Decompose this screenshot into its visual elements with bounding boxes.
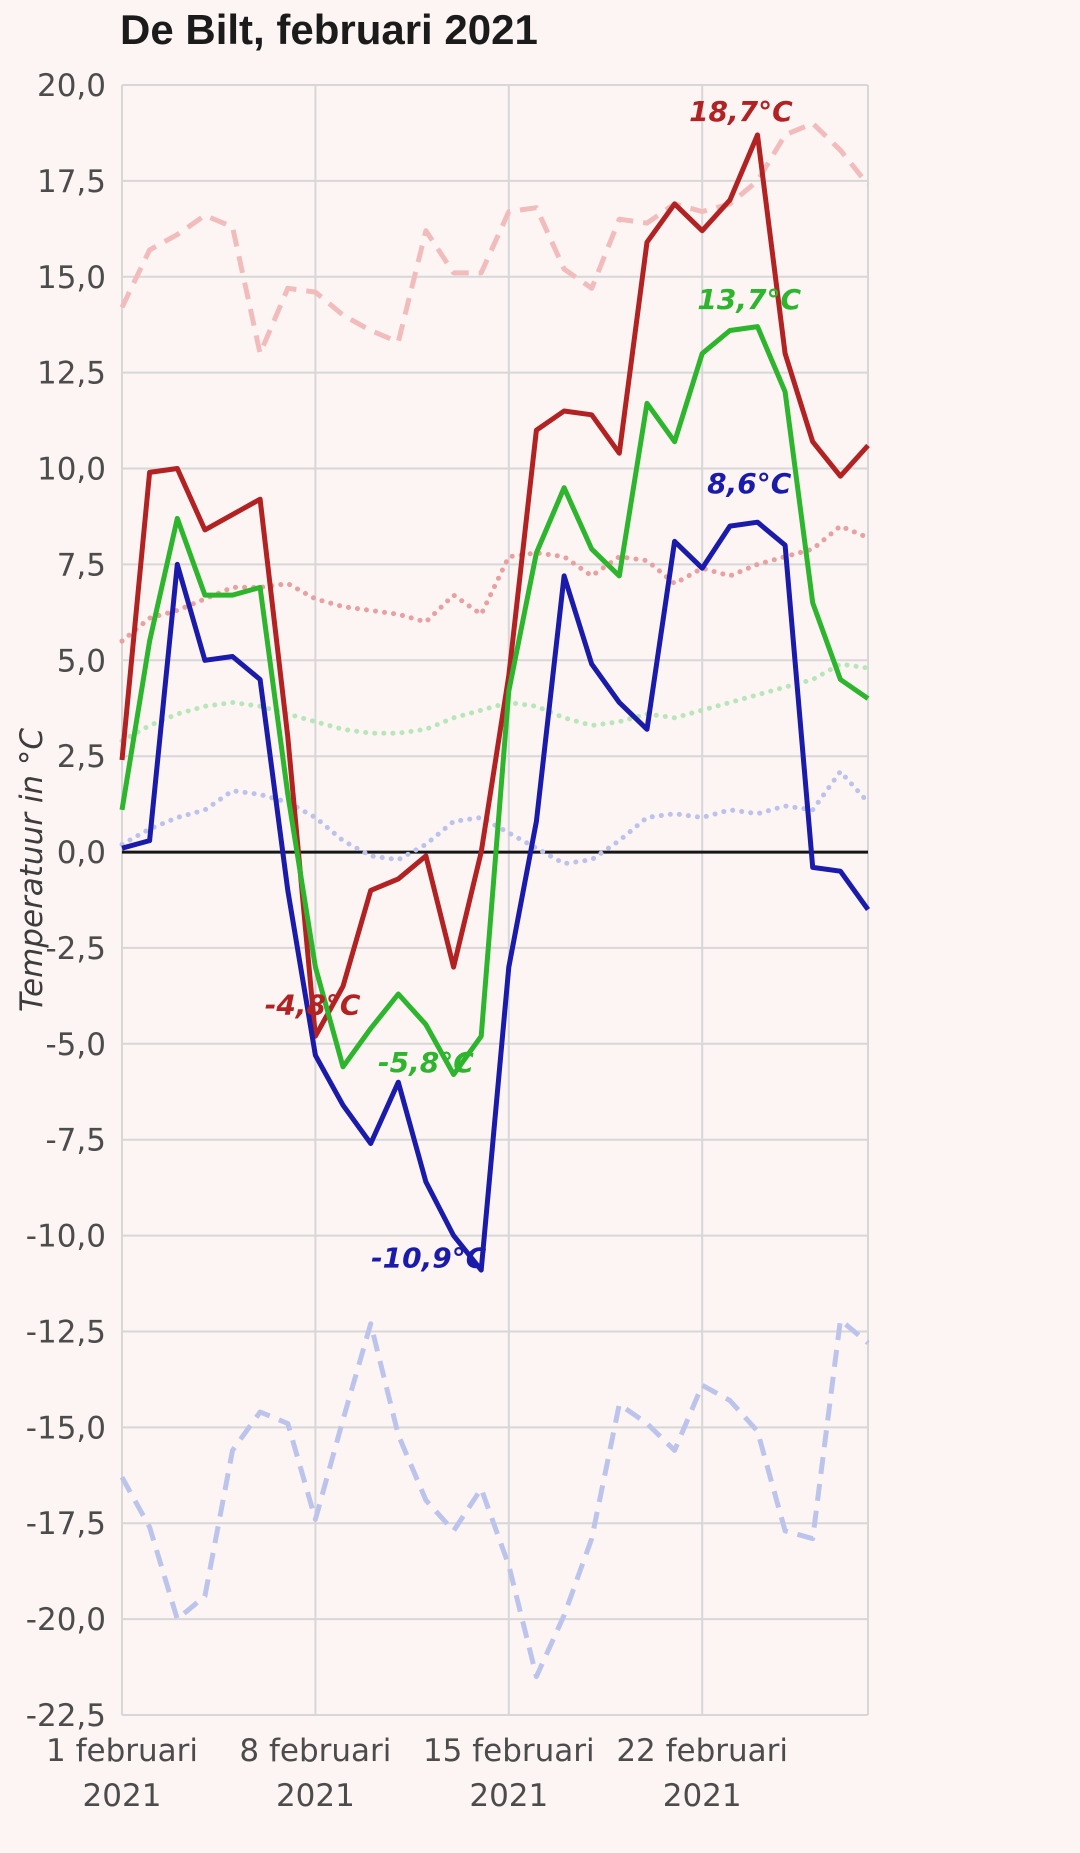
gridlines — [121, 84, 869, 1716]
y-tick-label: 15,0 — [37, 260, 106, 296]
series-max — [119, 132, 870, 1039]
y-tick-label: -15,0 — [26, 1410, 106, 1446]
value-annotation: 13,7°C — [697, 283, 801, 316]
series-normal_max — [119, 523, 871, 644]
series-normal_min — [119, 769, 871, 867]
x-tick-label-line2: 2021 — [276, 1778, 355, 1814]
value-annotation: 18,7°C — [689, 95, 793, 128]
y-axis-title: Temperatuur in °C — [14, 727, 50, 1013]
y-tick-label: -10,0 — [26, 1219, 106, 1255]
y-tick-label: -2,5 — [46, 931, 107, 967]
value-annotations: 18,7°C 13,7°C 8,6°C -4,8°C -5,8°C -10,9°C — [265, 95, 802, 1275]
series-mean — [119, 324, 870, 1077]
y-tick-label: 12,5 — [37, 356, 106, 392]
series-min — [121, 519, 871, 1273]
y-tick-label: -12,5 — [26, 1315, 106, 1351]
x-tick-label-line1: 15 februari — [423, 1733, 595, 1769]
y-tick-label: 2,5 — [57, 739, 106, 775]
y-tick-label: 5,0 — [57, 643, 106, 679]
y-tick-label: 10,0 — [37, 452, 106, 488]
value-annotation: 8,6°C — [707, 467, 792, 500]
value-annotation: -4,8°C — [265, 989, 361, 1022]
x-tick-label-line2: 2021 — [469, 1778, 548, 1814]
x-tick-label-line2: 2021 — [663, 1778, 742, 1814]
value-annotation: -10,9°C — [371, 1242, 487, 1275]
y-tick-label: 20,0 — [37, 68, 106, 104]
series-normal_mean — [119, 661, 871, 744]
series-record_max — [119, 120, 870, 356]
chart-title: De Bilt, februari 2021 — [120, 6, 538, 53]
x-tick-label-line2: 2021 — [83, 1778, 162, 1814]
x-tick-label-line1: 1 februari — [46, 1733, 198, 1769]
y-tick-label: -7,5 — [46, 1123, 107, 1159]
axis-tick-labels: 20,0 17,5 15,0 12,5 10,0 7,5 5,0 2,5 0,0 -2,5 -5,0… — [26, 68, 788, 1814]
x-tick-label-line1: 8 februari — [239, 1733, 391, 1769]
x-tick-label-line1: 22 februari — [616, 1733, 788, 1769]
y-tick-label: 7,5 — [57, 547, 106, 583]
series-lines — [119, 120, 871, 1680]
value-annotation: -5,8°C — [378, 1046, 474, 1079]
y-tick-label: -17,5 — [26, 1506, 106, 1542]
y-tick-label: -5,0 — [46, 1027, 107, 1063]
y-tick-label: -20,0 — [26, 1602, 106, 1638]
y-tick-label: -22,5 — [26, 1698, 106, 1734]
y-tick-label: 17,5 — [37, 164, 106, 200]
y-tick-label: 0,0 — [57, 835, 106, 871]
series-record_min — [119, 1317, 870, 1680]
